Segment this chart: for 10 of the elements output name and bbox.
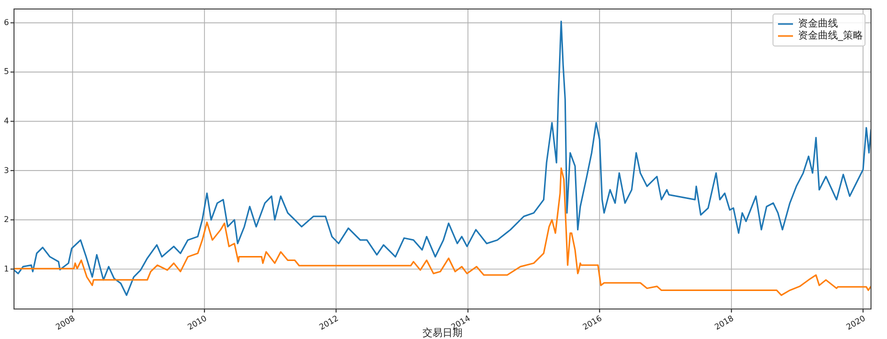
y-tick-label: 2 — [4, 215, 9, 224]
y-tick-label: 4 — [4, 116, 9, 126]
y-tick-label: 1 — [4, 264, 9, 274]
line-series — [14, 167, 871, 296]
y-tick-label: 5 — [4, 67, 9, 76]
x-axis-title: 交易日期 — [422, 327, 462, 339]
y-tick-label: 6 — [4, 18, 9, 27]
legend-label: 资金曲线 — [798, 18, 838, 30]
legend-label: 资金曲线_策略 — [798, 30, 863, 42]
y-tick-label: 3 — [4, 166, 9, 175]
